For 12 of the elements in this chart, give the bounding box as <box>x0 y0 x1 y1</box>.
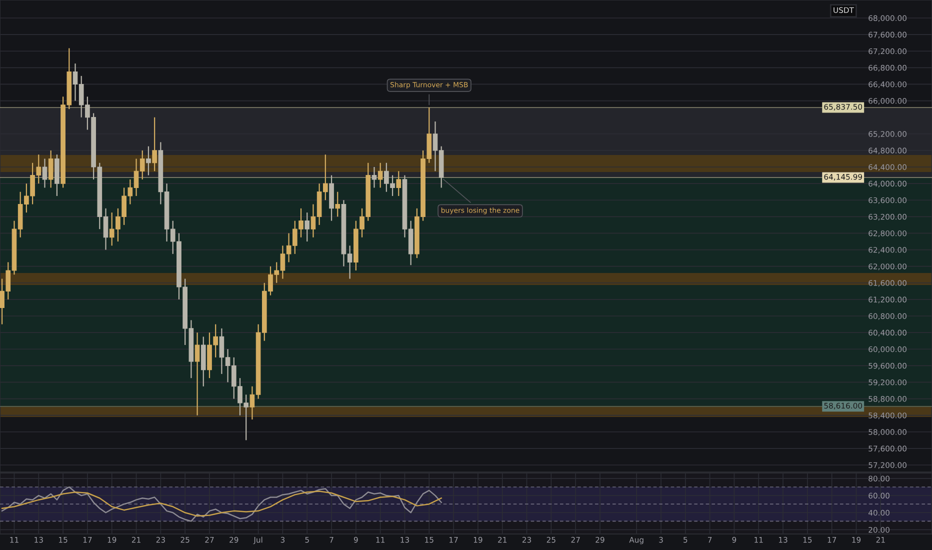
line-series <box>1 490 442 517</box>
candlestick <box>48 150 54 188</box>
candlestick <box>194 332 200 416</box>
candlestick <box>42 158 48 188</box>
candlestick <box>152 116 157 172</box>
candlestick <box>396 170 402 197</box>
candlestick <box>372 166 377 188</box>
candlestick <box>378 162 383 188</box>
candlestick <box>304 212 310 242</box>
candlestick <box>335 191 340 218</box>
line-series <box>1 486 442 522</box>
candlestick <box>146 146 151 176</box>
